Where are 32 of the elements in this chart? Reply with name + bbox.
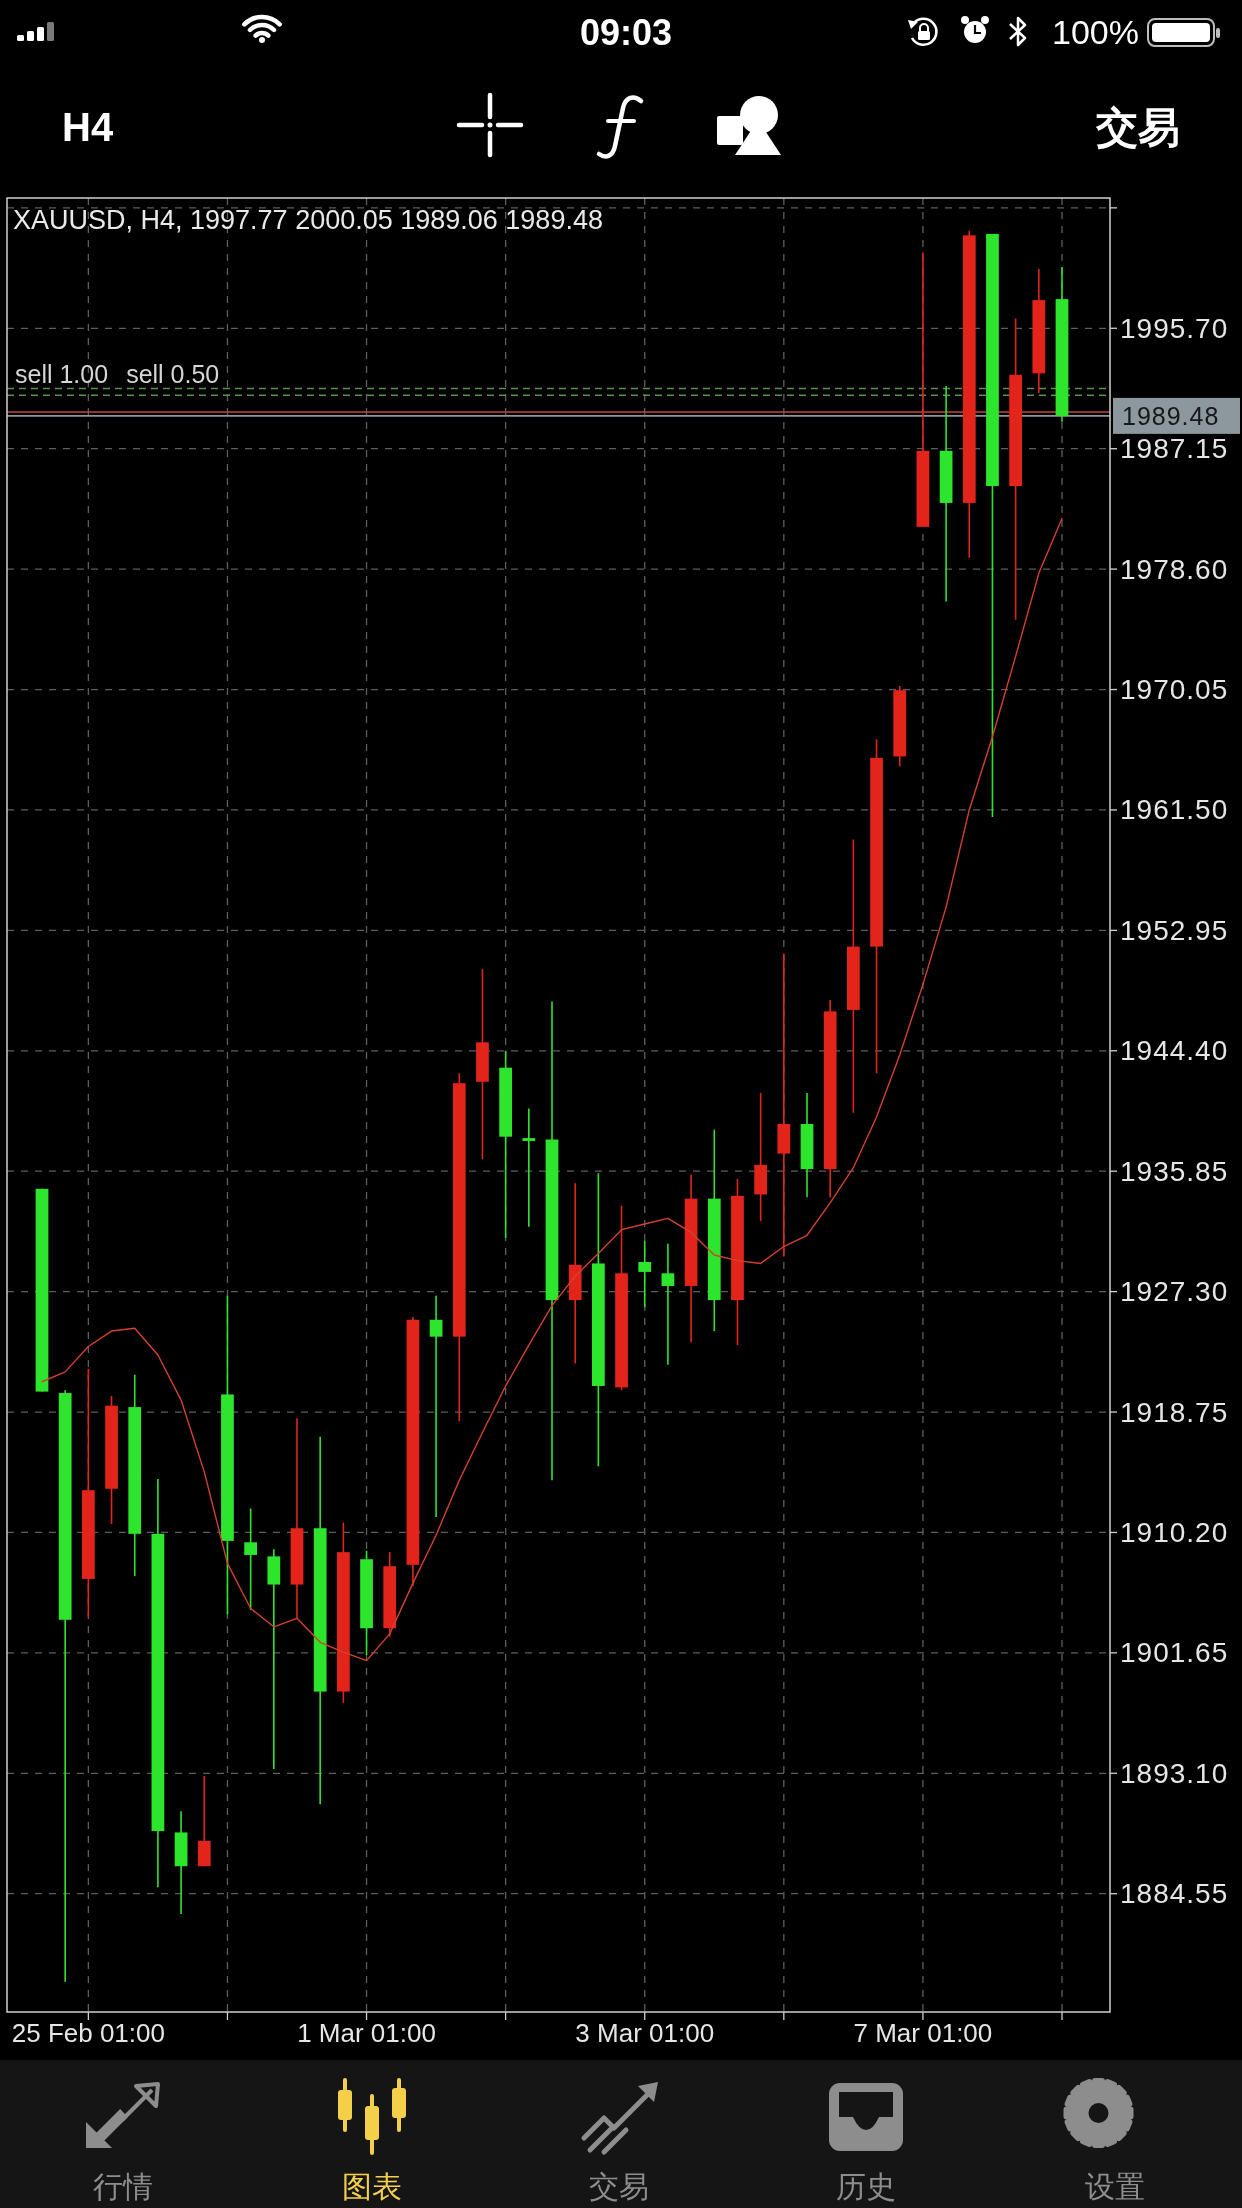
annotation: 09:03: [579, 11, 673, 53]
y-tick-label: 1918.75: [1120, 1396, 1229, 1428]
x-tick-label: 1 Mar 01:00: [297, 2018, 436, 2048]
ref-line-label: 1989.48: [1113, 397, 1240, 434]
y-tick-label: 1927.30: [1120, 1276, 1229, 1308]
x-tick-label: 7 Mar 01:00: [853, 2018, 993, 2048]
annotation: 设置: [1085, 2169, 1145, 2203]
y-tick-label: 1952.95: [1120, 914, 1229, 946]
y-tick-label: 1987.15: [1120, 433, 1229, 465]
ref-line-label: sell 0.50: [126, 359, 220, 388]
y-tick-label: 1884.55: [1120, 1878, 1229, 1910]
annotation: 图表: [342, 2169, 402, 2203]
y-tick-label: 1944.40: [1120, 1035, 1229, 1067]
y-tick-label: 1901.65: [1120, 1637, 1229, 1669]
annotation: 交易: [1096, 103, 1180, 151]
y-tick-label: 1961.50: [1120, 794, 1229, 826]
y-tick-label: 1935.85: [1120, 1155, 1229, 1187]
y-tick-label: 1995.70: [1120, 312, 1229, 344]
annotation: 行情: [93, 2169, 153, 2203]
x-tick-label: 25 Feb 01:00: [11, 2018, 165, 2048]
y-tick-label: 1893.10: [1120, 1757, 1229, 1789]
ref-line-label: 1989.48: [1122, 401, 1220, 430]
annotation: 100%: [1052, 13, 1139, 51]
annotation: 交易: [589, 2169, 649, 2203]
x-tick-label: 3 Mar 01:00: [575, 2018, 715, 2048]
title: XAUUSD, H4, 1997.77 2000.05 1989.06 1989.48: [13, 205, 603, 235]
annotation: 历史: [836, 2169, 896, 2203]
y-tick-label: 1910.20: [1120, 1516, 1229, 1548]
ref-line-label: sell 1.00: [15, 359, 109, 388]
y-tick-label: 1978.60: [1120, 553, 1229, 585]
y-tick-label: 1970.05: [1120, 674, 1229, 706]
annotation: H4: [62, 105, 114, 149]
